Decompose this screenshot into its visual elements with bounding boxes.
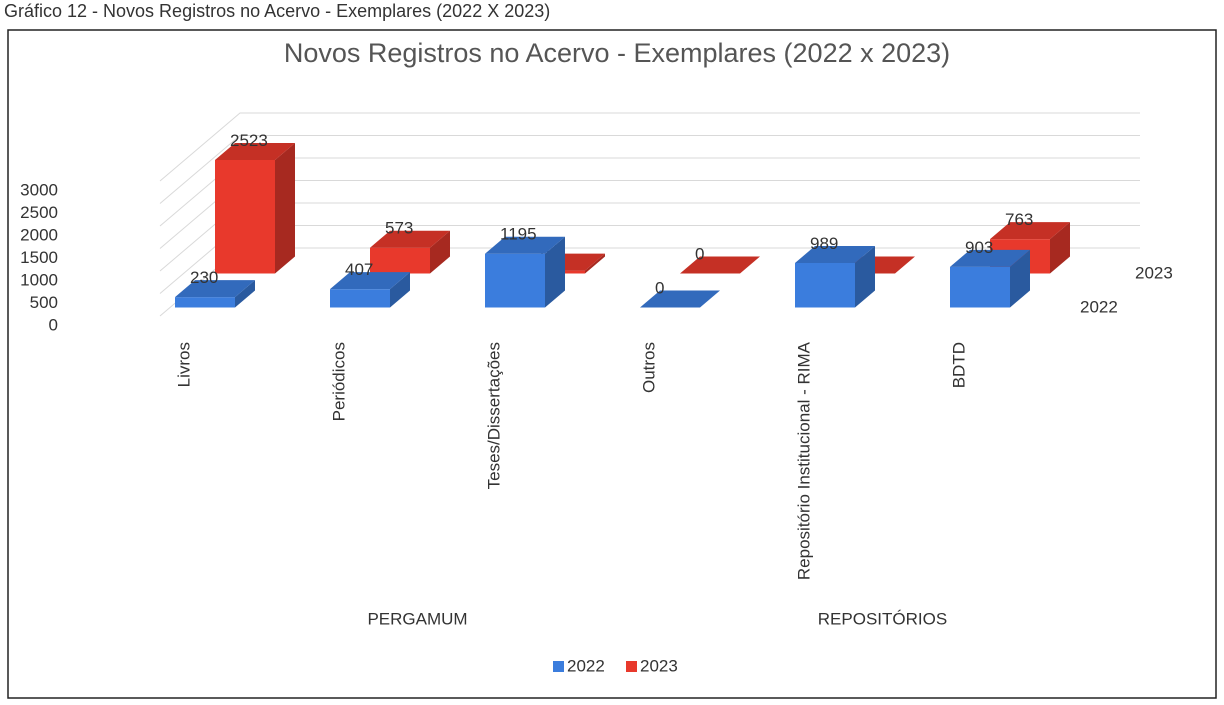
group-label: PERGAMUM bbox=[367, 609, 467, 628]
legend-swatch bbox=[553, 661, 564, 672]
bar-side bbox=[390, 272, 410, 308]
value-label: 407 bbox=[345, 260, 373, 279]
bar bbox=[795, 245, 875, 308]
grid-line bbox=[159, 135, 1140, 204]
bar-side bbox=[235, 280, 255, 308]
bar bbox=[330, 272, 410, 308]
bar-front bbox=[215, 159, 275, 274]
bar bbox=[950, 249, 1030, 308]
bar-side bbox=[545, 236, 565, 308]
depth-label: 2023 bbox=[1135, 263, 1173, 282]
x-tick-label: Periódicos bbox=[329, 342, 348, 421]
bar-top bbox=[950, 249, 1030, 267]
bar-top bbox=[175, 280, 255, 298]
value-label: 763 bbox=[1005, 210, 1033, 229]
grid-line bbox=[159, 112, 1140, 182]
bar-side bbox=[855, 245, 875, 308]
y-tick-label: 1500 bbox=[20, 248, 58, 267]
x-tick-label: Repositório Institucional - RIMA bbox=[794, 341, 813, 580]
x-tick-label: BDTD bbox=[949, 342, 968, 388]
value-label: 903 bbox=[965, 238, 993, 257]
y-tick-label: 0 bbox=[49, 315, 58, 334]
value-label: 989 bbox=[810, 234, 838, 253]
y-tick-label: 2500 bbox=[20, 203, 58, 222]
bar-top bbox=[370, 230, 450, 248]
depth-label: 2022 bbox=[1080, 297, 1118, 316]
value-label: 573 bbox=[385, 219, 413, 238]
bar-top bbox=[680, 256, 760, 274]
group-label: REPOSITÓRIOS bbox=[818, 609, 947, 628]
legend-swatch bbox=[626, 661, 637, 672]
bar bbox=[370, 230, 450, 274]
bar bbox=[680, 256, 760, 274]
bar-side bbox=[1050, 222, 1070, 274]
value-label: 2523 bbox=[230, 131, 268, 150]
bar-top bbox=[485, 236, 565, 254]
bar-front bbox=[485, 253, 545, 308]
legend-label: 2022 bbox=[567, 656, 605, 675]
chart-title: Novos Registros no Acervo - Exemplares (… bbox=[284, 38, 950, 68]
y-tick-label: 500 bbox=[30, 293, 58, 312]
value-label: 1195 bbox=[500, 225, 537, 244]
y-tick-label: 1000 bbox=[20, 270, 58, 289]
bar-top bbox=[330, 272, 410, 290]
bar-side bbox=[430, 230, 450, 274]
bar-front bbox=[370, 247, 430, 274]
x-tick-label: Livros bbox=[174, 342, 193, 387]
y-tick-label: 3000 bbox=[20, 180, 58, 199]
x-tick-label: Outros bbox=[639, 342, 658, 393]
bar bbox=[485, 236, 565, 308]
bar-side bbox=[275, 142, 295, 274]
bar-top bbox=[640, 290, 720, 308]
legend-label: 2023 bbox=[640, 656, 678, 675]
bar-front bbox=[175, 297, 235, 308]
y-tick-label: 2000 bbox=[20, 225, 58, 244]
x-tick-label: Teses/Dissertações bbox=[484, 342, 503, 489]
bar-side bbox=[585, 253, 605, 274]
bar-front bbox=[950, 266, 1010, 308]
bar-side bbox=[1010, 249, 1030, 308]
value-label: 0 bbox=[655, 278, 664, 297]
chart-border bbox=[7, 29, 1217, 699]
bar-top bbox=[215, 142, 295, 160]
caption: Gráfico 12 - Novos Registros no Acervo -… bbox=[4, 1, 550, 21]
value-label: 230 bbox=[190, 268, 218, 287]
bar-top bbox=[795, 245, 875, 263]
bar-front bbox=[795, 262, 855, 308]
bar-front bbox=[330, 289, 390, 308]
bar bbox=[640, 290, 720, 308]
value-label: 0 bbox=[695, 244, 704, 263]
bar bbox=[175, 280, 255, 308]
bar bbox=[215, 142, 295, 274]
bar-top bbox=[990, 222, 1070, 240]
